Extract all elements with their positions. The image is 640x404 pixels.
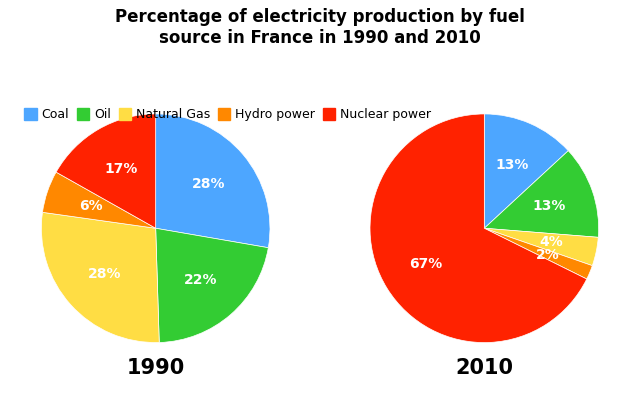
Wedge shape [370,114,587,343]
Wedge shape [484,228,598,266]
Text: 4%: 4% [540,235,563,249]
Text: 28%: 28% [88,267,122,281]
Text: 22%: 22% [184,273,218,287]
Wedge shape [56,114,156,228]
Text: 13%: 13% [532,199,566,213]
Wedge shape [484,151,598,237]
Text: 28%: 28% [191,177,225,191]
Wedge shape [42,213,159,343]
Wedge shape [484,228,593,279]
Text: 2%: 2% [536,248,559,262]
Wedge shape [156,114,270,248]
Legend: Coal, Oil, Natural Gas, Hydro power, Nuclear power: Coal, Oil, Natural Gas, Hydro power, Nuc… [19,103,436,126]
Wedge shape [42,172,156,228]
Text: 67%: 67% [410,257,443,271]
Text: Percentage of electricity production by fuel
source in France in 1990 and 2010: Percentage of electricity production by … [115,8,525,47]
Text: 2010: 2010 [455,358,513,378]
Text: 1990: 1990 [127,358,185,378]
Wedge shape [484,114,568,228]
Text: 17%: 17% [104,162,138,176]
Wedge shape [156,228,268,343]
Text: 6%: 6% [79,199,102,213]
Text: 13%: 13% [495,158,529,173]
